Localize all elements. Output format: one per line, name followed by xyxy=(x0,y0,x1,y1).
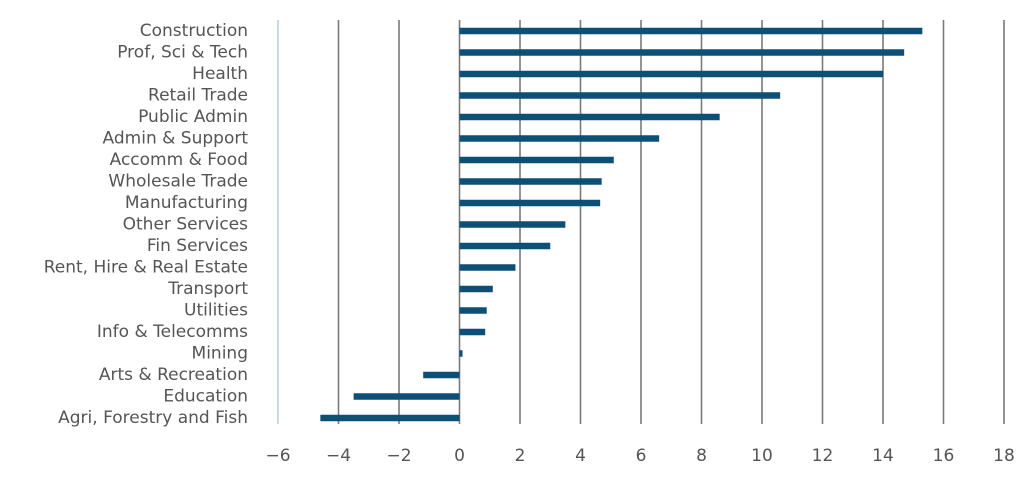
bar xyxy=(459,328,486,336)
category-label: Agri, Forestry and Fish xyxy=(58,408,248,428)
category-label: Prof, Sci & Tech xyxy=(117,43,248,63)
bar xyxy=(423,371,460,379)
x-tick-label: 12 xyxy=(812,446,834,466)
category-label: Mining xyxy=(192,344,248,364)
bar xyxy=(459,307,487,314)
category-label: Public Admin xyxy=(138,107,248,127)
category-label: Education xyxy=(163,387,248,407)
x-tick-label: 2 xyxy=(515,446,526,466)
category-label: Transport xyxy=(167,279,248,299)
bar xyxy=(459,221,566,228)
x-tick-labels: −6 −4 −2 0 2 4 6 8 10 12 14 16 18 xyxy=(265,446,1014,466)
x-tick-label: 4 xyxy=(575,446,586,466)
x-tick-label: 6 xyxy=(636,446,647,466)
category-label: Arts & Recreation xyxy=(99,365,248,385)
bar xyxy=(353,393,460,400)
x-tick-label: 14 xyxy=(872,446,894,466)
bar xyxy=(459,156,614,164)
category-label: Rent, Hire & Real Estate xyxy=(44,258,248,278)
bar xyxy=(459,178,602,185)
x-tick-label: 16 xyxy=(933,446,955,466)
x-tick-label: 0 xyxy=(454,446,465,466)
bar xyxy=(459,350,463,357)
bar xyxy=(320,414,460,422)
category-label: Wholesale Trade xyxy=(108,172,248,192)
category-label: Other Services xyxy=(123,215,249,235)
category-label: Construction xyxy=(140,21,248,41)
x-tick-label: 10 xyxy=(751,446,773,466)
x-tick-label: −2 xyxy=(386,446,411,466)
category-label: Retail Trade xyxy=(148,86,248,106)
x-tick-label: −4 xyxy=(326,446,351,466)
bar xyxy=(459,135,660,142)
bars xyxy=(320,27,923,422)
category-label: Info & Telecomms xyxy=(97,322,248,342)
x-tick-label: −6 xyxy=(265,446,290,466)
bar xyxy=(459,264,516,271)
category-label: Admin & Support xyxy=(103,129,249,149)
bar xyxy=(459,285,493,293)
bar xyxy=(459,199,601,207)
bar xyxy=(459,49,905,56)
category-label: Fin Services xyxy=(147,236,248,256)
x-tick-label: 8 xyxy=(696,446,707,466)
bar xyxy=(459,70,883,78)
category-label: Accomm & Food xyxy=(110,150,248,170)
category-label: Manufacturing xyxy=(125,193,248,213)
bar xyxy=(459,113,720,121)
category-label: Utilities xyxy=(184,301,248,321)
bar xyxy=(459,27,923,35)
bar xyxy=(459,242,551,250)
gridlines xyxy=(277,20,1005,424)
category-label: Health xyxy=(192,64,248,84)
bar xyxy=(459,92,781,99)
x-tick-label: 18 xyxy=(993,446,1015,466)
